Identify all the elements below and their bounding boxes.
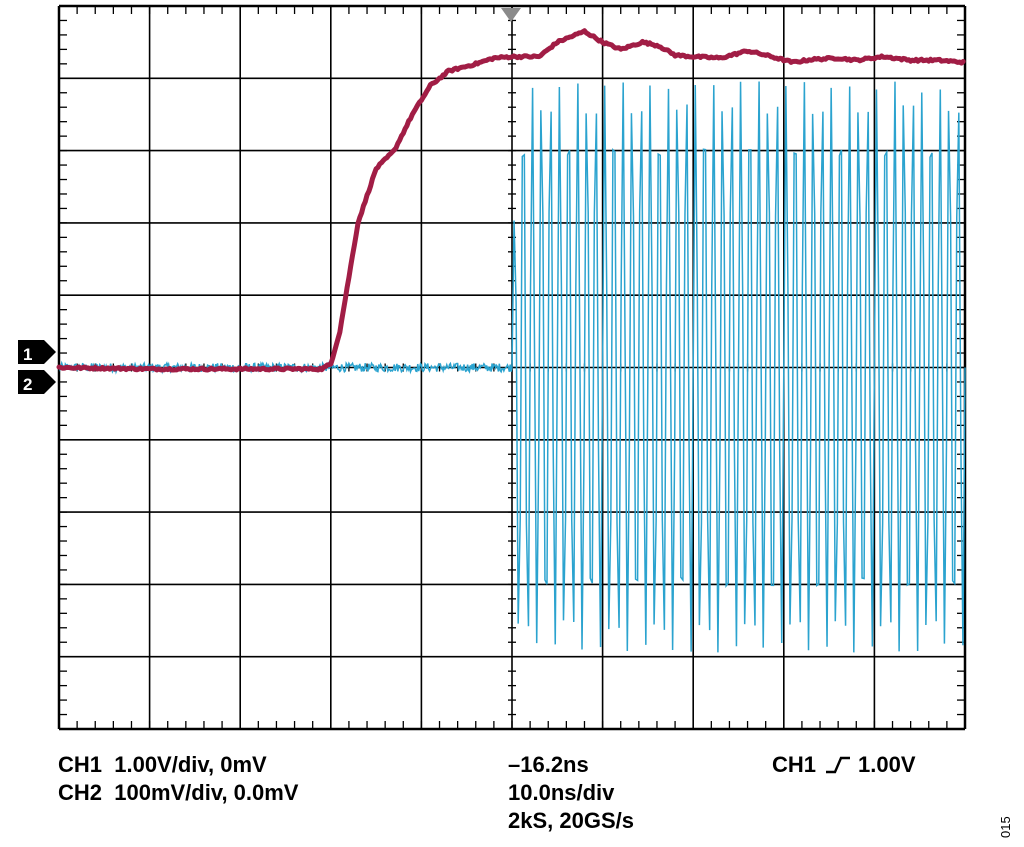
ch1-marker-label: 1 [23,345,32,364]
ch2-scale-readout: CH2 100mV/div, 0.0mV [58,780,299,805]
rising-edge-icon [826,756,851,774]
trigger-readout: CH1 1.00V [772,752,916,778]
trigger-position-marker [501,8,521,22]
trace-layer [56,28,966,653]
ch1-ground-marker [18,340,56,364]
ch2-marker-label: 2 [23,375,32,394]
ch1-scale-readout: CH1 1.00V/div, 0mV [58,752,267,777]
ch2-ground-marker [18,370,56,394]
sample-rate-readout: 2kS, 20GS/s [508,808,634,833]
horizontal-delay-readout: –16.2ns [508,752,589,777]
ch1-trace [56,28,966,373]
trigger-source-label: CH1 [772,752,817,777]
figure-id: 015 [998,816,1013,838]
trigger-level-label: 1.00V [858,752,916,777]
channel-markers: 1 2 [18,8,521,394]
timebase-readout: 10.0ns/div [508,780,615,805]
